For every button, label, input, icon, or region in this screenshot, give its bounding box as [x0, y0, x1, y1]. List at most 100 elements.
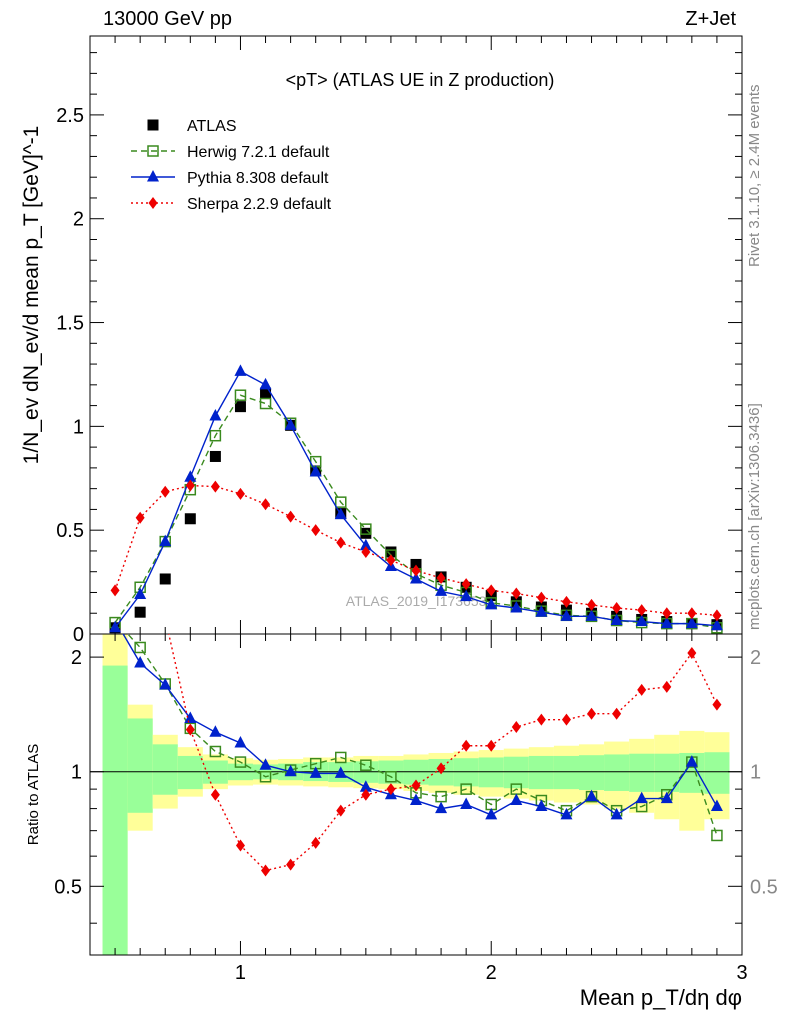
legend-label: Pythia 8.308 default [187, 170, 329, 187]
data-point [309, 465, 322, 477]
ratio-point [662, 680, 672, 693]
ratio-point [284, 764, 297, 777]
data-point [410, 558, 422, 570]
ratio-point [485, 807, 498, 820]
ratio-point [486, 739, 496, 752]
data-point [286, 510, 296, 523]
data-point [612, 602, 622, 615]
ratio-y-tick-label-right: 2 [750, 647, 761, 669]
data-point [712, 609, 722, 622]
data-point [259, 377, 272, 390]
data-point [385, 546, 397, 558]
data-point [662, 607, 672, 620]
ratio-y-tick-label: 1 [71, 762, 82, 784]
band-inner-bin [553, 755, 579, 790]
ratio-point [336, 804, 346, 817]
x-tick-label: 3 [736, 962, 747, 984]
data-point [284, 418, 297, 430]
data-point [460, 589, 473, 602]
ratio-point [209, 725, 222, 737]
data-point [335, 496, 347, 508]
ratio-point [712, 698, 722, 711]
band-inner-bin [604, 754, 630, 791]
data-point [234, 389, 247, 401]
legend-label: ATLAS [187, 118, 237, 135]
band-inner-bin [528, 755, 554, 790]
ratio-point [410, 793, 422, 806]
data-point [360, 527, 372, 539]
ratio-y-tick-label-right: 1 [750, 762, 761, 784]
data-point [210, 480, 220, 493]
data-point [234, 401, 246, 413]
ratio-point [309, 766, 322, 778]
data-point [209, 450, 221, 462]
data-point [159, 534, 172, 547]
ratio-point [259, 758, 272, 770]
ratio-point [587, 707, 597, 720]
ratio-point [311, 836, 321, 849]
ratio-point [334, 766, 347, 778]
data-point [410, 571, 422, 584]
ratio-point [635, 791, 648, 804]
ratio-point [436, 762, 446, 775]
ratio-y-axis-label: Ratio to ATLAS [25, 744, 42, 845]
y-tick-label: 1 [73, 416, 84, 438]
band-inner-bin [579, 755, 605, 791]
ratio-point [159, 677, 172, 690]
data-point [184, 513, 196, 525]
header-left: 13000 GeV pp [103, 8, 232, 30]
ratio-point [161, 612, 170, 624]
data-point [435, 584, 448, 596]
legend-marker [147, 170, 159, 182]
ratio-point [460, 783, 472, 795]
ratio-series-group [122, 612, 723, 877]
ratio-point [435, 801, 448, 814]
data-point [510, 601, 523, 613]
data-point [511, 587, 521, 600]
plot-title: <pT> (ATLAS UE in Z production) [286, 70, 555, 90]
y-tick-label: 2 [73, 209, 84, 231]
ratio-point [209, 745, 222, 758]
ratio-point [535, 799, 548, 812]
data-point [660, 616, 673, 629]
band-inner-bin [177, 755, 203, 790]
ratio-point [361, 788, 371, 801]
ratio-point [335, 751, 347, 764]
data-point [485, 597, 498, 610]
data-point [311, 524, 321, 537]
ratio-point [637, 683, 647, 696]
ratio-point [460, 797, 473, 810]
ratio-point [585, 789, 598, 802]
data-point [486, 584, 496, 597]
ratio-point [511, 721, 521, 734]
data-point [135, 511, 145, 524]
data-point [134, 606, 146, 618]
y-tick-label: 2.5 [56, 105, 84, 127]
ratio-point [711, 829, 723, 842]
band-inner-bin [102, 665, 128, 955]
ratio-point [234, 756, 247, 768]
legend-marker [148, 197, 158, 209]
y-tick-label: 0 [73, 624, 84, 646]
data-point [560, 609, 573, 621]
ratio-point [259, 770, 272, 783]
ratio-point [235, 839, 245, 852]
data-point [587, 598, 597, 611]
data-point [261, 498, 271, 511]
data-point [411, 564, 421, 577]
x-tick-label: 1 [235, 962, 246, 984]
ratio-point [461, 739, 471, 752]
ratio-point [210, 788, 220, 801]
main-series-group [109, 364, 723, 634]
y-tick-label: 1.5 [56, 313, 84, 335]
data-point [209, 408, 222, 421]
ratio-point [184, 711, 197, 723]
ratio-point [359, 780, 372, 792]
ratio-point [360, 759, 372, 771]
data-point [637, 604, 647, 617]
data-point [535, 605, 548, 617]
ratio-point [710, 799, 723, 812]
data-point [234, 364, 247, 376]
ratio-point [561, 713, 571, 726]
band-inner-bin [478, 757, 504, 788]
